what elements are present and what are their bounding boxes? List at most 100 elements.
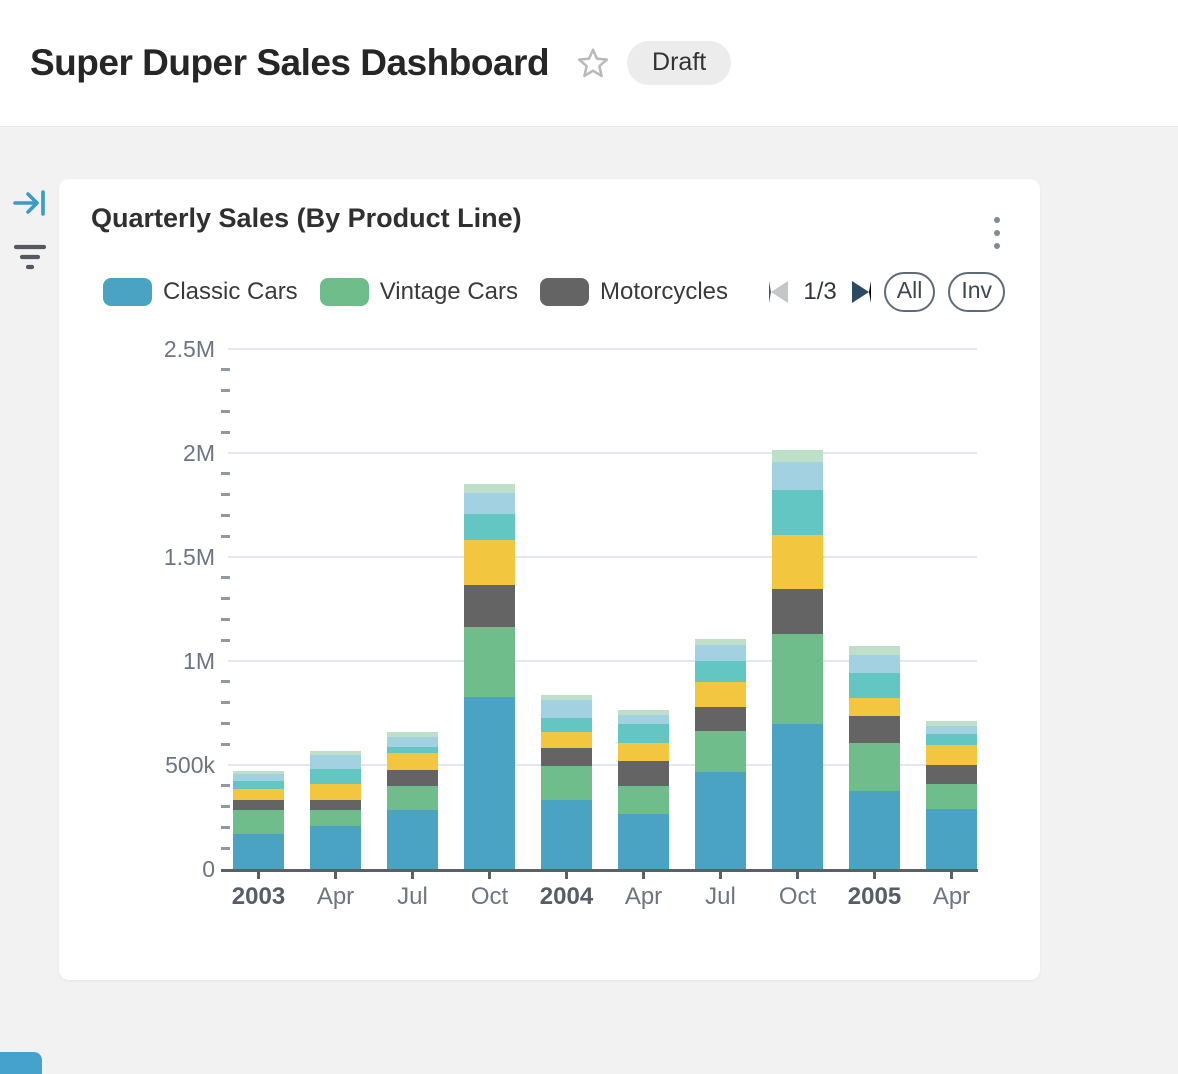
bar-segment[interactable] — [541, 766, 592, 800]
bar-segment[interactable] — [387, 736, 438, 747]
bar-segment[interactable] — [541, 699, 592, 718]
bar-segment[interactable] — [541, 747, 592, 767]
bar-segment[interactable] — [387, 786, 438, 810]
y-axis-minor-tick — [221, 784, 230, 788]
bar-segment[interactable] — [926, 765, 977, 784]
legend-item[interactable]: Vintage Cars — [319, 278, 518, 306]
bar-segment[interactable] — [695, 772, 746, 869]
bar-segment[interactable] — [387, 769, 438, 787]
legend-item[interactable]: Classic Cars — [103, 278, 298, 306]
bar-segment[interactable] — [618, 743, 669, 761]
bar-segment[interactable] — [387, 732, 438, 737]
collapse-panel-button[interactable] — [12, 188, 48, 220]
bar-segment[interactable] — [772, 589, 823, 634]
bar-segment[interactable] — [926, 733, 977, 746]
bar-segment[interactable] — [772, 450, 823, 462]
bar-segment[interactable] — [310, 751, 361, 755]
bar-segment[interactable] — [541, 731, 592, 748]
bar-segment[interactable] — [310, 754, 361, 769]
bar-segment[interactable] — [849, 742, 900, 791]
bar-segment[interactable] — [233, 774, 284, 782]
bar-segment[interactable] — [618, 760, 669, 787]
bar-segment[interactable] — [310, 799, 361, 811]
x-axis-label: Apr — [624, 883, 663, 910]
bar-segment[interactable] — [310, 768, 361, 784]
x-axis-label: Oct — [470, 883, 509, 910]
y-axis-tick-label: 1M — [183, 648, 215, 674]
bar-segment[interactable] — [464, 539, 515, 586]
legend-invert-button[interactable]: Inv — [948, 272, 1005, 312]
bar-segment[interactable] — [541, 799, 592, 869]
y-axis-minor-tick — [221, 409, 230, 413]
y-axis-tick-label: 2M — [183, 440, 215, 466]
bar-segment[interactable] — [233, 781, 284, 790]
bar-segment[interactable] — [695, 681, 746, 707]
bar-segment[interactable] — [464, 513, 515, 540]
bar-segment[interactable] — [618, 715, 669, 725]
next-page-icon[interactable] — [851, 281, 871, 303]
bar-segment[interactable] — [926, 726, 977, 734]
legend-all-button[interactable]: All — [883, 272, 936, 312]
bar-segment[interactable] — [695, 706, 746, 731]
bar-segment[interactable] — [618, 724, 669, 744]
bar-segment[interactable] — [387, 746, 438, 754]
bar-segment[interactable] — [310, 810, 361, 827]
bar-segment[interactable] — [310, 826, 361, 869]
bar-segment[interactable] — [849, 716, 900, 743]
bar-segment[interactable] — [849, 645, 900, 655]
filter-button[interactable] — [12, 243, 48, 275]
bar-segment[interactable] — [233, 833, 284, 869]
bar-segment[interactable] — [926, 783, 977, 809]
bar-segment[interactable] — [926, 808, 977, 869]
bar-segment[interactable] — [464, 492, 515, 514]
legend-item[interactable]: Motorcycles — [540, 278, 728, 306]
kebab-menu-icon — [994, 217, 1000, 223]
bar-segment[interactable] — [387, 753, 438, 770]
bar-segment[interactable] — [618, 814, 669, 869]
y-axis-minor-tick — [221, 389, 230, 393]
bar-segment[interactable] — [926, 720, 977, 727]
bar-segment[interactable] — [541, 695, 592, 700]
bottom-left-accent[interactable] — [0, 1052, 42, 1074]
bar-segment[interactable] — [233, 800, 284, 811]
app-header: Super Duper Sales Dashboard Draft — [0, 0, 1178, 127]
bar-segment[interactable] — [695, 639, 746, 645]
bar-segment[interactable] — [310, 783, 361, 800]
bar-segment[interactable] — [233, 810, 284, 834]
favorite-button[interactable] — [575, 45, 611, 81]
bar-segment[interactable] — [387, 809, 438, 869]
card-menu-button[interactable] — [984, 217, 1010, 261]
bar-segment[interactable] — [772, 534, 823, 590]
y-axis-minor-tick — [221, 597, 230, 601]
bar-segment[interactable] — [772, 724, 823, 869]
bar-segment[interactable] — [926, 745, 977, 766]
bar-segment[interactable] — [849, 672, 900, 698]
y-axis-tick-label: 500k — [165, 752, 215, 778]
bar-segment[interactable] — [464, 484, 515, 493]
bar-segment[interactable] — [695, 660, 746, 682]
x-axis-label: 2003 — [231, 883, 286, 910]
bar-segment[interactable] — [849, 697, 900, 717]
bar-segment[interactable] — [618, 786, 669, 815]
bar-segment[interactable] — [849, 791, 900, 869]
prev-page-icon[interactable] — [769, 281, 789, 303]
bar-segment[interactable] — [464, 697, 515, 869]
bar-segment[interactable] — [233, 771, 284, 775]
bar-segment[interactable] — [464, 585, 515, 628]
bar-segment[interactable] — [464, 627, 515, 698]
bar-segment[interactable] — [233, 789, 284, 801]
y-axis-minor-tick — [221, 825, 230, 829]
bar-segment[interactable] — [772, 633, 823, 725]
y-axis-minor-tick — [221, 617, 230, 621]
bar-segment[interactable] — [772, 461, 823, 490]
bar-segment[interactable] — [695, 730, 746, 773]
legend-item-label: Motorcycles — [600, 278, 729, 305]
bar-segment[interactable] — [541, 717, 592, 732]
bar-segment[interactable] — [618, 709, 669, 716]
x-axis-tick — [873, 871, 876, 879]
bar-segment[interactable] — [849, 654, 900, 673]
bar-segment[interactable] — [695, 644, 746, 661]
bar-segment[interactable] — [772, 489, 823, 535]
legend-swatch — [103, 278, 152, 306]
